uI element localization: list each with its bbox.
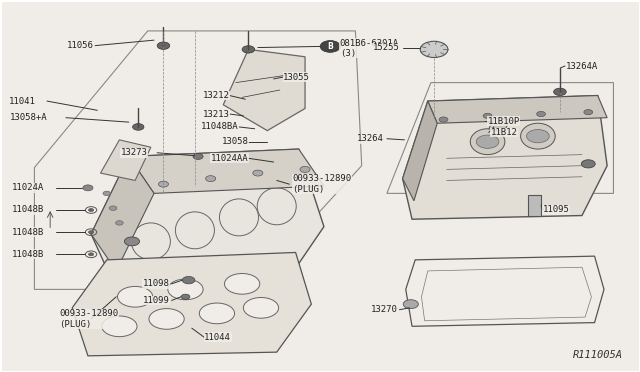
Circle shape [243, 298, 278, 318]
Circle shape [320, 41, 340, 52]
Circle shape [476, 135, 499, 148]
Text: 13212: 13212 [203, 91, 230, 100]
Polygon shape [403, 101, 437, 201]
Circle shape [88, 231, 93, 234]
Circle shape [116, 221, 123, 225]
Polygon shape [489, 118, 509, 131]
Ellipse shape [470, 129, 505, 155]
Text: 13273: 13273 [121, 148, 148, 157]
Ellipse shape [520, 123, 556, 149]
Text: 13264A: 13264A [566, 61, 598, 71]
Circle shape [483, 113, 492, 118]
Circle shape [157, 42, 170, 49]
Circle shape [124, 237, 140, 246]
Circle shape [205, 176, 216, 182]
Circle shape [83, 185, 93, 191]
Circle shape [103, 191, 111, 196]
Text: 00933-12890
(PLUG): 00933-12890 (PLUG) [292, 174, 351, 194]
Circle shape [181, 294, 190, 299]
Circle shape [193, 154, 203, 160]
Circle shape [581, 160, 595, 168]
Text: 11099: 11099 [143, 296, 170, 305]
Polygon shape [91, 157, 154, 271]
Circle shape [537, 112, 545, 116]
Text: 11098: 11098 [143, 279, 170, 288]
Text: 13264: 13264 [357, 134, 384, 143]
Text: 11024AA: 11024AA [211, 154, 248, 163]
Circle shape [159, 181, 168, 187]
Circle shape [253, 170, 263, 176]
Circle shape [584, 110, 593, 115]
Text: 11B10P: 11B10P [488, 117, 520, 126]
Text: 13058+A: 13058+A [10, 113, 47, 122]
Text: 11048BA: 11048BA [202, 122, 239, 131]
Text: 13213: 13213 [203, 109, 230, 119]
Circle shape [420, 41, 448, 58]
Text: R111005A: R111005A [573, 350, 623, 359]
Text: 11041: 11041 [9, 97, 36, 106]
Circle shape [149, 309, 184, 329]
Text: 11095: 11095 [543, 205, 570, 215]
Polygon shape [403, 96, 607, 219]
Circle shape [88, 253, 93, 256]
Circle shape [168, 279, 203, 300]
Polygon shape [129, 149, 324, 193]
Circle shape [109, 206, 117, 211]
Circle shape [554, 88, 566, 96]
Polygon shape [223, 49, 305, 131]
Text: B: B [327, 42, 333, 51]
Text: 11048B: 11048B [12, 228, 44, 237]
Circle shape [439, 117, 448, 122]
Text: 11044: 11044 [204, 333, 231, 342]
Circle shape [132, 124, 144, 130]
Circle shape [242, 46, 255, 53]
Text: 13270: 13270 [371, 305, 397, 314]
Polygon shape [428, 96, 607, 123]
Text: 11056: 11056 [67, 41, 94, 50]
Text: 11024A: 11024A [12, 183, 44, 192]
Circle shape [118, 286, 153, 307]
Circle shape [182, 276, 195, 284]
Text: 15255: 15255 [372, 43, 399, 52]
FancyBboxPatch shape [529, 195, 541, 215]
Text: 081B6-6301A
(3): 081B6-6301A (3) [340, 39, 399, 58]
Circle shape [225, 273, 260, 294]
Polygon shape [91, 149, 324, 289]
Text: 13055: 13055 [283, 73, 310, 81]
Text: 11048B: 11048B [12, 205, 44, 215]
Polygon shape [72, 253, 311, 356]
Text: 11048B: 11048B [12, 250, 44, 259]
Circle shape [403, 300, 419, 309]
Polygon shape [100, 140, 151, 180]
Circle shape [527, 129, 549, 143]
Text: 11B12: 11B12 [491, 128, 518, 137]
Text: 13058: 13058 [221, 137, 248, 146]
Polygon shape [406, 256, 604, 326]
Circle shape [300, 166, 310, 172]
Text: 00933-12890
(PLUG): 00933-12890 (PLUG) [60, 309, 119, 328]
Circle shape [102, 316, 137, 337]
Circle shape [88, 209, 93, 211]
Circle shape [199, 303, 235, 324]
